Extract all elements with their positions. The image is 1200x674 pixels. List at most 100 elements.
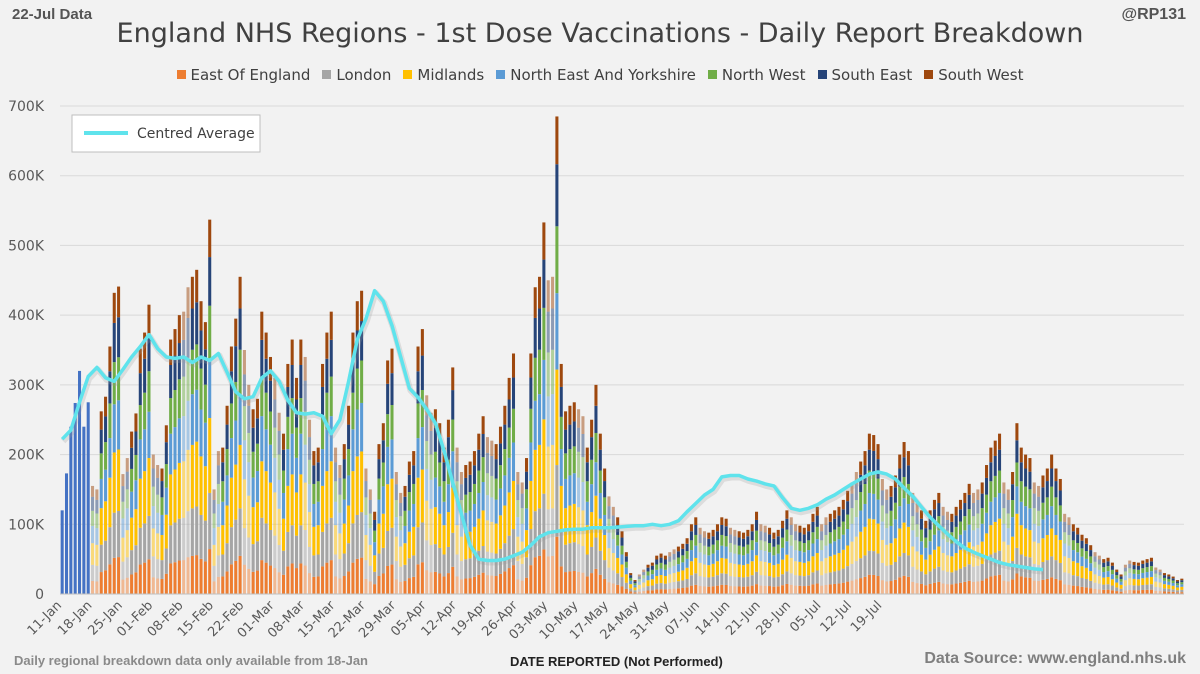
bar-segment	[564, 453, 568, 479]
bar-segment	[342, 499, 346, 524]
bar-segment	[741, 565, 746, 578]
bar-segment	[130, 574, 134, 594]
bar-segment	[399, 492, 403, 504]
bar-segment	[364, 481, 368, 498]
bar-segment	[746, 529, 750, 537]
bar-segment	[559, 449, 563, 486]
bar-segment	[538, 394, 542, 445]
bar-segment	[746, 563, 750, 577]
bar-segment	[768, 576, 772, 587]
bar-segment	[655, 583, 659, 590]
bar-segment	[1093, 582, 1097, 589]
bar-segment	[1097, 559, 1101, 565]
bar-segment	[520, 580, 524, 594]
bar-segment	[355, 514, 359, 559]
bar-segment	[1167, 584, 1171, 589]
bar-segment	[642, 587, 646, 592]
bar-segment	[377, 478, 381, 500]
bar-segment	[542, 222, 546, 260]
bar-segment	[455, 501, 459, 526]
bar-segment	[746, 553, 750, 564]
bar-segment	[477, 518, 481, 551]
bar-segment	[186, 287, 190, 318]
bar-segment	[781, 520, 785, 529]
bar-segment	[533, 511, 537, 558]
bar-segment	[672, 559, 676, 566]
bar-segment	[1110, 565, 1114, 570]
bar-segment	[1037, 525, 1041, 544]
bar-segment	[889, 581, 893, 594]
bar-segment	[646, 564, 650, 568]
bar-segment	[724, 558, 728, 574]
bar-segment	[555, 536, 559, 594]
bar-segment	[711, 586, 715, 594]
bar-segment	[1024, 454, 1028, 469]
bar-segment	[364, 497, 368, 515]
bar-segment	[590, 546, 594, 574]
bar-segment	[485, 495, 489, 521]
bar-segment	[841, 509, 845, 522]
bar-segment	[564, 572, 568, 594]
bar-segment	[529, 442, 533, 481]
bar-segment	[1019, 525, 1023, 555]
bar-segment	[1119, 584, 1123, 589]
bar-segment	[143, 523, 147, 563]
bar-segment	[420, 522, 424, 563]
bar-segment	[368, 565, 372, 582]
bar-segment	[993, 521, 997, 553]
bars	[60, 116, 1184, 594]
bar-segment	[967, 542, 971, 565]
bar-segment	[173, 522, 177, 563]
bar-segment	[1141, 560, 1145, 564]
bar-segment	[221, 481, 225, 502]
bar-segment	[321, 363, 325, 387]
bar-segment	[755, 542, 759, 556]
bar-segment	[577, 427, 581, 452]
bar-segment	[642, 569, 646, 573]
bar-segment	[963, 492, 967, 504]
bar-segment	[225, 475, 229, 506]
bar-segment	[268, 411, 272, 445]
bar-segment	[342, 523, 346, 554]
bar-segment	[1050, 506, 1054, 529]
bar-segment	[325, 523, 329, 563]
bar-segment	[229, 346, 233, 372]
bar-segment	[776, 544, 780, 554]
bar-segment	[880, 505, 884, 522]
bar-segment	[273, 492, 277, 536]
bar-segment	[125, 458, 129, 472]
bar-segment	[889, 525, 893, 544]
bar-segment	[924, 547, 928, 560]
bar-segment	[746, 544, 750, 554]
bar-segment	[464, 465, 468, 478]
bar-segment	[850, 563, 854, 581]
bar-segment	[403, 543, 407, 565]
bar-segment	[915, 536, 919, 552]
bar-segment	[872, 551, 876, 575]
bar-segment	[772, 565, 776, 578]
bar-segment	[772, 546, 776, 556]
bar-segment	[1089, 556, 1093, 564]
bar-segment	[498, 488, 503, 516]
bar-segment	[1180, 586, 1184, 590]
bar-segment	[273, 535, 277, 569]
bar-segment	[156, 494, 160, 513]
bar-segment	[169, 525, 173, 564]
bar-segment	[1067, 557, 1071, 574]
bar-segment	[807, 550, 811, 562]
bar-segment	[117, 557, 121, 594]
bar-segment	[642, 582, 646, 588]
bar-segment	[724, 526, 728, 537]
bar-segment	[308, 459, 312, 485]
bar-segment	[685, 543, 689, 552]
bar-segment	[998, 574, 1002, 594]
bar-segment	[108, 403, 112, 439]
bar-segment	[208, 219, 212, 258]
bar-segment	[481, 572, 485, 594]
bar-segment	[603, 514, 607, 536]
bar-segment	[321, 386, 325, 417]
bar-segment	[577, 571, 581, 594]
bar-segment	[551, 308, 555, 350]
bar-segment	[798, 575, 802, 586]
bar-segment	[199, 409, 203, 457]
